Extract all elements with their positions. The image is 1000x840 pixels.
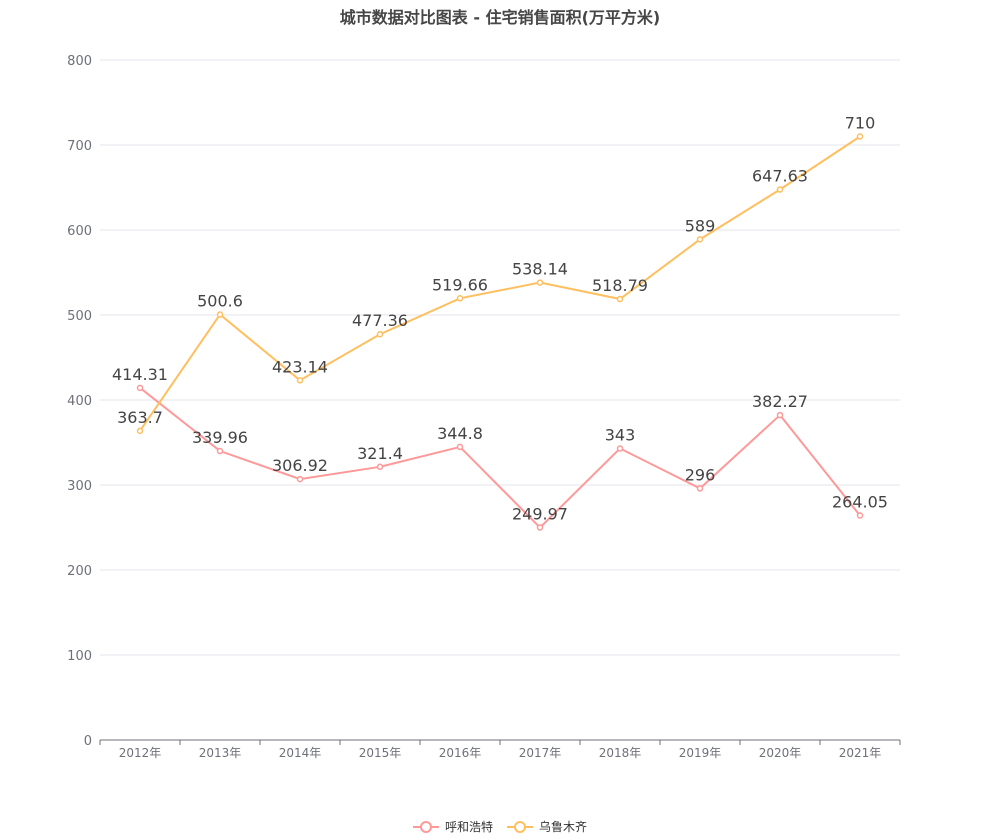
data-label: 306.92 xyxy=(272,456,328,475)
data-point xyxy=(776,411,784,419)
y-tick-label: 100 xyxy=(67,649,92,664)
legend-label: 乌鲁木齐 xyxy=(539,820,588,834)
y-tick-label: 400 xyxy=(67,394,92,409)
data-label: 296 xyxy=(685,465,716,484)
x-tick-label: 2018年 xyxy=(599,746,642,760)
data-point xyxy=(776,186,784,193)
series-line-0 xyxy=(139,387,861,529)
x-tick-label: 2019年 xyxy=(679,746,722,760)
data-label: 423.14 xyxy=(272,357,328,376)
data-point xyxy=(616,445,624,452)
y-tick-label: 700 xyxy=(67,139,92,154)
legend-item[interactable]: 呼和浩特 xyxy=(412,818,493,835)
x-tick-label: 2012年 xyxy=(119,746,162,760)
legend-item[interactable]: 乌鲁木齐 xyxy=(507,818,587,835)
x-tick-label: 2017年 xyxy=(519,746,562,760)
data-point xyxy=(616,295,624,303)
data-point xyxy=(856,133,864,140)
data-point xyxy=(296,377,304,384)
y-tick-label: 800 xyxy=(67,54,92,69)
y-tick-label: 200 xyxy=(67,564,92,579)
data-label: 538.14 xyxy=(512,260,568,279)
data-point xyxy=(456,443,464,451)
data-point xyxy=(216,447,224,455)
data-label: 414.31 xyxy=(112,365,168,384)
data-label: 589 xyxy=(685,216,716,235)
data-point xyxy=(696,236,704,243)
data-point xyxy=(216,311,224,318)
chart-title: 城市数据对比图表 - 住宅销售面积(万平方米) xyxy=(339,8,661,27)
y-tick-label: 600 xyxy=(67,224,92,239)
data-label: 363.7 xyxy=(117,408,163,427)
data-point xyxy=(136,427,144,435)
data-point xyxy=(536,279,544,286)
data-point xyxy=(376,330,384,338)
legend-line-circle-icon xyxy=(507,820,533,833)
x-tick-label: 2016年 xyxy=(439,746,482,760)
y-tick-label: 500 xyxy=(67,309,92,324)
data-point xyxy=(536,524,544,531)
data-label: 500.6 xyxy=(197,291,243,310)
legend-line-circle-icon xyxy=(412,820,439,833)
y-tick-label: 0 xyxy=(84,734,92,749)
data-label: 519.66 xyxy=(432,275,488,294)
data-point xyxy=(296,475,304,483)
data-label: 647.63 xyxy=(752,167,808,186)
legend: 呼和浩特 乌鲁木齐 xyxy=(0,818,1000,835)
data-point xyxy=(136,384,144,392)
y-tick-label: 300 xyxy=(67,479,92,494)
data-point xyxy=(376,463,384,471)
data-label: 321.4 xyxy=(357,444,403,463)
data-label: 249.97 xyxy=(512,505,568,524)
x-tick-label: 2021年 xyxy=(839,746,882,760)
data-label: 339.96 xyxy=(192,428,248,447)
series-line-1 xyxy=(139,135,861,432)
x-tick-label: 2015年 xyxy=(359,746,402,760)
data-label: 477.36 xyxy=(352,311,408,330)
x-tick-label: 2014年 xyxy=(279,746,322,760)
data-label: 343 xyxy=(605,425,636,444)
data-label: 710 xyxy=(845,114,876,133)
legend-label: 呼和浩特 xyxy=(444,820,493,834)
data-label: 518.79 xyxy=(592,276,648,295)
data-label: 382.27 xyxy=(752,392,808,411)
data-point xyxy=(696,485,704,492)
data-label: 344.8 xyxy=(437,424,483,443)
x-tick-label: 2013年 xyxy=(199,746,242,760)
data-point xyxy=(856,512,864,519)
data-label: 264.05 xyxy=(832,493,888,512)
data-point xyxy=(456,295,464,302)
x-tick-label: 2020年 xyxy=(759,746,802,760)
